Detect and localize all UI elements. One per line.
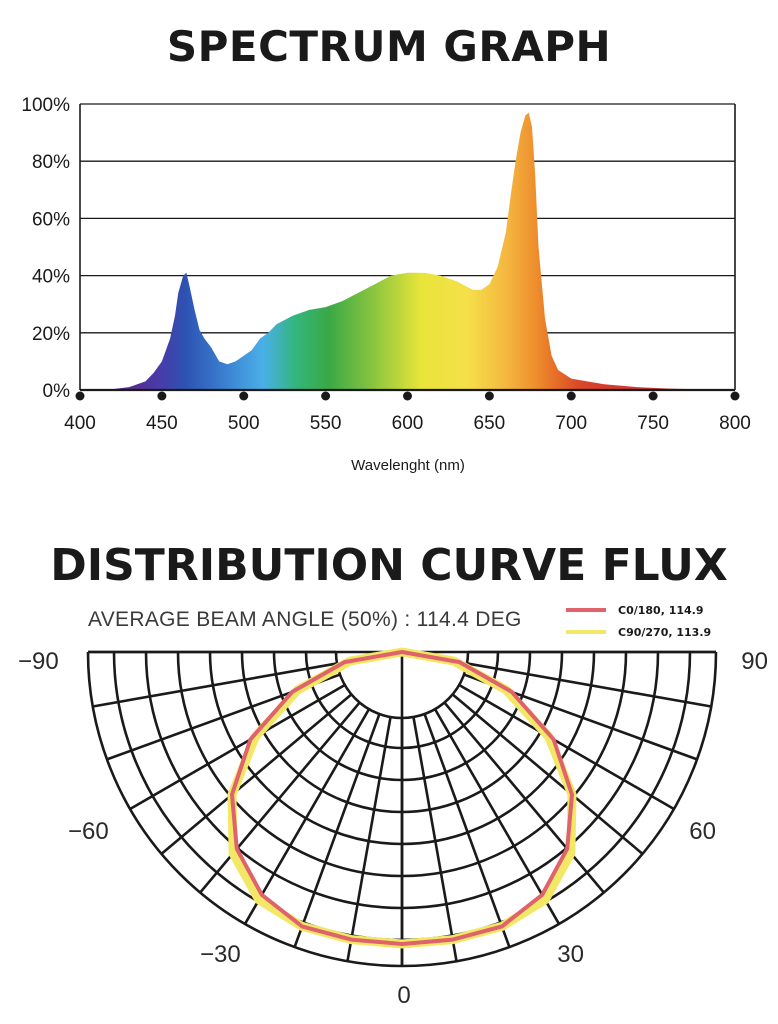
radial-line (451, 693, 644, 855)
x-tick-label: 500 (228, 413, 260, 434)
x-tick-label: 550 (310, 413, 342, 434)
radial-line (466, 662, 712, 708)
angle-label: 60 (689, 818, 716, 845)
x-tick-dot (239, 391, 249, 401)
angle-label: 0 (397, 982, 410, 1009)
x-axis-title: Wavelenght (nm) (351, 457, 465, 474)
x-tick-label: 450 (146, 413, 178, 434)
grid-arc (208, 651, 596, 846)
y-tick-label: 60% (32, 209, 70, 230)
grid-arc (86, 651, 718, 968)
x-tick-dot (566, 391, 576, 401)
distribution-title: DISTRIBUTION CURVE FLUX (50, 540, 728, 591)
x-tick-dot (157, 391, 167, 401)
x-tick-label: 800 (719, 413, 751, 434)
radial-line (243, 708, 371, 925)
radial-line (92, 662, 338, 708)
radial-line (199, 701, 361, 894)
x-tick-labels: 400 450 500 550 600 650 700 750 800 (64, 391, 751, 434)
x-tick-label: 700 (555, 413, 587, 434)
grid-arc (334, 651, 470, 720)
y-tick-label: 80% (32, 152, 70, 173)
spectrum-title: SPECTRUM GRAPH (166, 22, 612, 71)
angle-label: −60 (68, 818, 109, 845)
angle-label: 90 (741, 648, 768, 675)
spectrum-area (80, 112, 735, 390)
grid-arc (176, 651, 628, 878)
x-tick-label: 650 (474, 413, 506, 434)
radial-line (443, 701, 605, 894)
x-tick-dot (730, 391, 740, 401)
polar-grid (86, 650, 718, 968)
series-curve-0 (230, 650, 574, 946)
grid-arc (304, 651, 500, 750)
radial-line (458, 683, 675, 811)
x-tick-dot (484, 391, 494, 401)
y-tick-label: 0% (43, 381, 71, 402)
y-tick-label: 20% (32, 324, 70, 345)
grid-arc (144, 651, 660, 910)
x-tick-dot (648, 391, 658, 401)
x-tick-label: 600 (392, 413, 424, 434)
polar-curves (227, 647, 577, 949)
radial-line (423, 713, 511, 948)
radial-line (293, 713, 381, 948)
radial-line (412, 716, 458, 962)
legend-label: C0/180, 114.9 (618, 604, 704, 617)
legend-label: C90/270, 113.9 (618, 626, 711, 639)
x-tick-dot (75, 391, 85, 401)
angle-label: 30 (557, 941, 584, 968)
angle-labels: −90 90 −60 60 −30 30 0 (18, 648, 768, 1009)
radial-line (129, 683, 346, 811)
angle-label: −90 (18, 648, 59, 675)
grid-arc (272, 651, 532, 782)
y-tick-labels: 0% 20% 40% 60% 80% 100% (21, 95, 70, 402)
y-tick-label: 100% (21, 95, 70, 116)
plot-frame (79, 104, 736, 392)
angle-label: −30 (200, 941, 241, 968)
x-tick-label: 400 (64, 413, 96, 434)
x-tick-label: 750 (637, 413, 669, 434)
radial-line (346, 716, 392, 962)
y-tick-label: 40% (32, 267, 70, 288)
radial-line (433, 708, 561, 925)
x-tick-dot (403, 391, 412, 401)
beam-angle-subtitle: AVERAGE BEAM ANGLE (50%) : 114.4 DEG (88, 608, 522, 631)
legend: C0/180, 114.9 C90/270, 113.9 (566, 604, 711, 639)
spectrum-chart: 0% 20% 40% 60% 80% 100% 400 450 500 550 600 650 700… (21, 95, 751, 474)
x-tick-dot (321, 391, 331, 401)
radial-line (160, 693, 353, 855)
